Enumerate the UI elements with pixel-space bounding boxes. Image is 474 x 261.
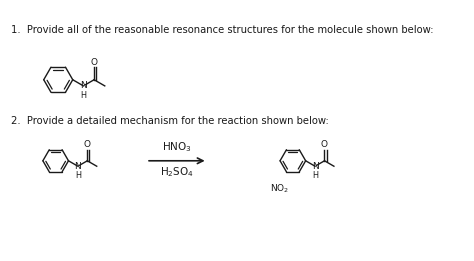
Text: O: O xyxy=(91,58,98,67)
Text: NO$_2$: NO$_2$ xyxy=(270,182,290,195)
Text: H: H xyxy=(312,171,318,180)
Text: N: N xyxy=(74,162,81,171)
Text: O: O xyxy=(321,140,328,149)
Text: 2.  Provide a detailed mechanism for the reaction shown below:: 2. Provide a detailed mechanism for the … xyxy=(11,116,329,126)
Text: 1.  Provide all of the reasonable resonance structures for the molecule shown be: 1. Provide all of the reasonable resonan… xyxy=(11,25,434,35)
Text: H: H xyxy=(75,171,81,180)
Text: HNO$_3$: HNO$_3$ xyxy=(162,140,192,154)
Text: N: N xyxy=(312,162,319,171)
Text: N: N xyxy=(80,81,87,90)
Text: H: H xyxy=(81,91,86,100)
Text: O: O xyxy=(84,140,91,149)
Text: H$_2$SO$_4$: H$_2$SO$_4$ xyxy=(160,165,194,179)
